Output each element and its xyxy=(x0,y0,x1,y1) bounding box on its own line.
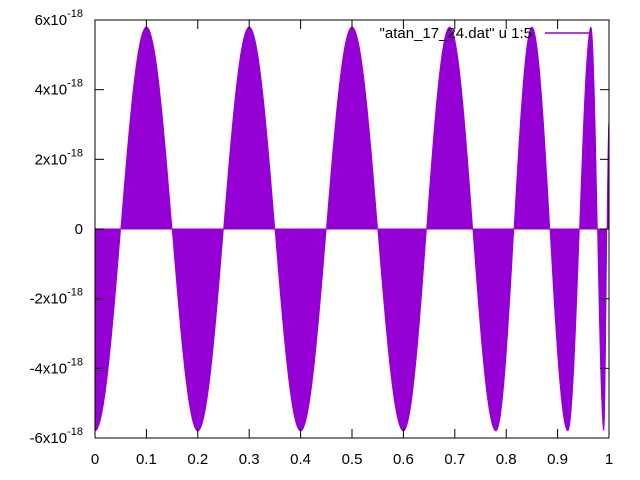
x-tick-label: 0.6 xyxy=(393,451,414,468)
x-tick-label: 0.9 xyxy=(547,451,568,468)
y-tick-label: 6x10-18 xyxy=(35,8,83,29)
x-tick-label: 0 xyxy=(91,451,99,468)
y-tick-label: 2x10-18 xyxy=(35,147,83,168)
x-tick-label: 0.1 xyxy=(136,451,157,468)
y-tick-label: 4x10-18 xyxy=(35,78,83,99)
x-tick-label: 0.2 xyxy=(187,451,208,468)
x-tick-label: 0.3 xyxy=(239,451,260,468)
x-tick-label: 1 xyxy=(605,451,613,468)
x-tick-label: 0.4 xyxy=(290,451,311,468)
x-tick-label: 0.8 xyxy=(496,451,517,468)
x-tick-label: 0.7 xyxy=(444,451,465,468)
legend-label: "atan_17_24.dat" u 1:5 xyxy=(380,25,532,42)
y-tick-label: -2x10-18 xyxy=(30,287,83,308)
x-tick-label: 0.5 xyxy=(342,451,363,468)
y-tick-label: 0 xyxy=(75,221,83,238)
ticks-layer: 0 0.1 0.2 0.3 0.4 0.5 0.6 0.7 0.8 0.9 1 6x10-18 4x10… xyxy=(30,8,614,468)
y-tick-label: -4x10-18 xyxy=(30,356,83,377)
legend: "atan_17_24.dat" u 1:5 xyxy=(380,25,590,42)
y-tick-label: -6x10-18 xyxy=(30,426,83,447)
